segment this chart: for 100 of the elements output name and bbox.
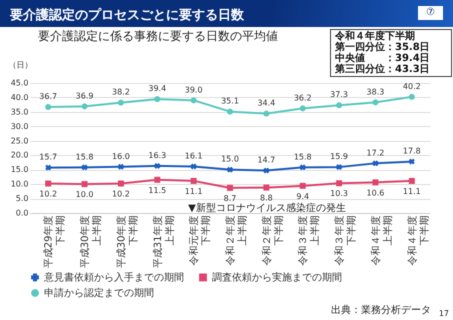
- legend-label: 申請から認定までの期間: [44, 287, 154, 299]
- x-tick-label: 平成29年度下半期: [42, 216, 67, 268]
- point: [408, 158, 415, 165]
- data-label: 38.2: [112, 88, 130, 97]
- point: [190, 178, 197, 184]
- point: [154, 96, 160, 102]
- x-tick-label: 令和３年度上半期: [297, 216, 322, 266]
- y-tick-label: 35.0: [10, 107, 28, 116]
- point: [300, 105, 306, 112]
- point: [300, 164, 306, 170]
- point: [45, 180, 52, 187]
- point: [372, 179, 378, 186]
- data-label: 16.0: [112, 152, 130, 161]
- data-label: 40.2: [402, 82, 421, 91]
- point: [408, 94, 415, 100]
- point: [336, 164, 342, 170]
- point: [118, 100, 124, 106]
- data-label: 10.3: [330, 189, 348, 198]
- point: [263, 110, 270, 117]
- point: [263, 168, 270, 174]
- point: [118, 180, 124, 187]
- y-tick-label: 30.0: [10, 122, 28, 131]
- data-label: 35.1: [221, 96, 239, 106]
- data-label: 39.4: [148, 84, 166, 94]
- text: 令和４年度下半期: [335, 31, 416, 42]
- point: [82, 181, 88, 188]
- x-tick-label: 令和４年度上半期: [370, 216, 394, 266]
- data-label: 10.0: [76, 190, 94, 200]
- text: ⑦: [418, 6, 443, 20]
- data-label: 16.1: [184, 151, 203, 160]
- data-label: 39.0: [184, 85, 203, 94]
- legend-label: 調査依頼から実施までの期間: [212, 271, 342, 284]
- point: [300, 182, 306, 189]
- chart-title: 要介護認定のプロセスごとに要する日数: [10, 6, 244, 24]
- y-tick-label: 10.0: [10, 180, 28, 189]
- y-tick-label: 15.0: [10, 165, 28, 174]
- point: [154, 162, 160, 169]
- annotation: ▼新型コロナウイルス感染症の発生: [188, 202, 346, 214]
- data-label: 10.2: [39, 190, 58, 199]
- data-label: 8.8: [260, 194, 273, 203]
- data-label: 10.2: [112, 190, 130, 199]
- x-tick-label: 令和３年度下半期: [334, 216, 358, 266]
- point: [227, 108, 233, 115]
- data-label: 17.8: [402, 146, 421, 156]
- data-label: 11.1: [402, 186, 421, 196]
- data-label: 16.3: [148, 150, 166, 160]
- data-label: 36.2: [294, 93, 312, 102]
- text: 中央値 ：39.4日: [335, 53, 431, 64]
- point: [154, 176, 160, 183]
- x-tick-label: 令和２年度下半期: [260, 216, 285, 266]
- data-label: 36.7: [39, 92, 58, 101]
- point: [227, 184, 233, 191]
- point: [118, 164, 124, 170]
- text: 第一四分位：35.8日: [335, 42, 431, 53]
- chart-subtitle: 要介護認定に係る事務に要する日数の平均値: [38, 29, 278, 43]
- data-label: 8.7: [224, 194, 236, 203]
- data-label: 9.4: [296, 192, 310, 201]
- x-tick-label: 令和４年度下半期: [406, 216, 430, 266]
- data-label: 17.2: [366, 148, 384, 158]
- text: 17: [438, 309, 449, 318]
- point: [190, 164, 197, 170]
- x-tick-label: 平成30年度下半期: [115, 216, 140, 268]
- y-tick-label: 45.0: [10, 78, 28, 88]
- point: [227, 166, 233, 173]
- data-label: 37.3: [330, 90, 348, 100]
- data-label: 10.6: [366, 188, 384, 198]
- y-tick-label: 40.0: [10, 92, 28, 102]
- x-tick-label: 令和元年度下半期: [188, 216, 212, 266]
- y-tick-label: 5.0: [16, 194, 28, 204]
- data-label: 34.4: [257, 98, 276, 108]
- point: [408, 178, 415, 184]
- x-tick-label: 平成30年度上半期: [79, 216, 104, 268]
- legend-label: 意見書依頼から入手までの期間: [43, 271, 184, 284]
- data-label: 15.8: [294, 152, 312, 162]
- data-label: 15.9: [330, 152, 348, 162]
- x-tick-label: 平成31年度上半期: [152, 216, 176, 268]
- data-label: 15.0: [221, 154, 239, 164]
- point: [82, 164, 88, 170]
- point: [336, 180, 342, 186]
- data-label: 15.8: [76, 152, 94, 162]
- text: 第三四分位：43.3日: [335, 64, 431, 75]
- data-label: 38.3: [366, 87, 384, 96]
- data-label: 14.7: [257, 156, 276, 165]
- point: [45, 104, 52, 110]
- source-note: 出典：業務分析データ: [331, 304, 431, 317]
- y-tick-label: 0.0: [16, 208, 28, 218]
- y-axis-title: （日）: [8, 60, 32, 70]
- point: [82, 103, 88, 110]
- y-tick-label: 20.0: [10, 150, 28, 160]
- point: [190, 97, 197, 104]
- point: [45, 164, 52, 171]
- data-label: 36.9: [76, 91, 94, 100]
- y-tick-label: 25.0: [10, 136, 28, 146]
- point: [336, 102, 342, 108]
- x-tick-label: 令和２年度上半期: [224, 216, 248, 266]
- point: [263, 184, 270, 191]
- data-label: 11.1: [184, 186, 203, 196]
- data-label: 11.5: [148, 186, 166, 195]
- point: [372, 160, 378, 166]
- point: [372, 99, 378, 106]
